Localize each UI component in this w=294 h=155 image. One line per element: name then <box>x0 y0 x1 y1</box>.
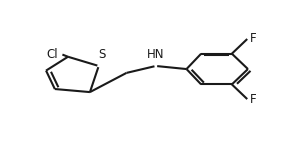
Text: F: F <box>250 32 257 45</box>
Text: Cl: Cl <box>46 48 58 61</box>
Text: HN: HN <box>147 48 165 61</box>
Text: S: S <box>98 48 105 61</box>
Text: F: F <box>250 93 257 106</box>
